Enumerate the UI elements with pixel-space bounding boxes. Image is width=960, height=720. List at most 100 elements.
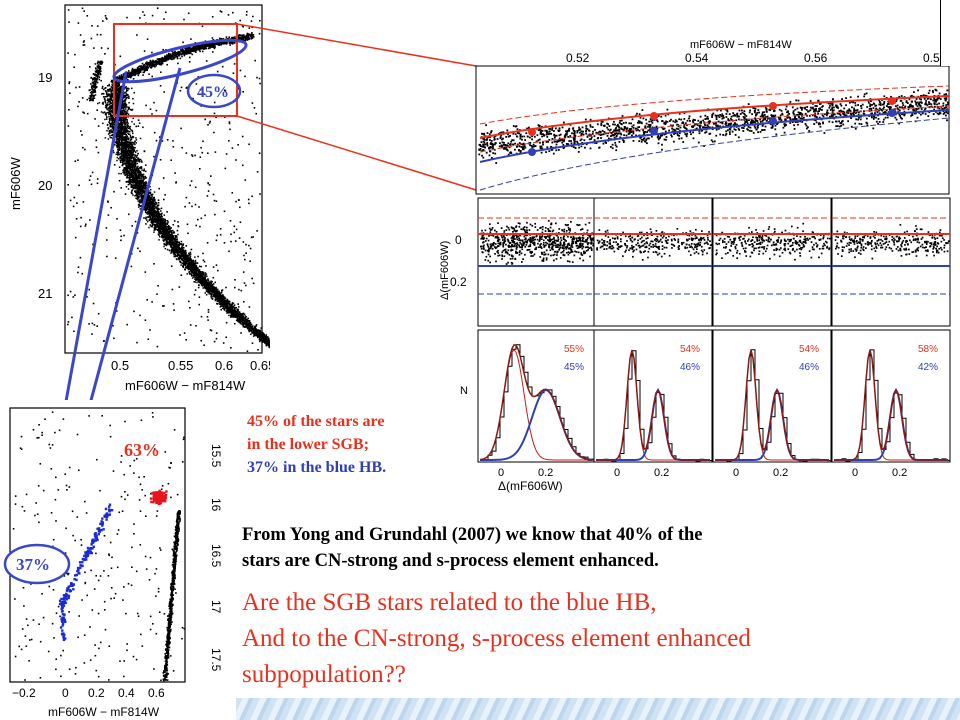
star-point xyxy=(231,192,234,194)
star-point xyxy=(215,332,218,334)
star-point xyxy=(209,281,211,283)
star-point xyxy=(190,270,192,273)
star-point xyxy=(93,324,96,326)
star-point xyxy=(128,70,130,72)
star-point xyxy=(123,162,126,165)
star-point xyxy=(217,42,220,44)
star-point xyxy=(105,227,108,229)
star-point xyxy=(171,288,174,291)
star-point xyxy=(197,268,199,270)
star-point xyxy=(162,177,165,179)
star-point xyxy=(137,69,139,71)
star-point xyxy=(75,86,77,89)
star-point xyxy=(136,162,139,165)
star-point xyxy=(193,264,195,266)
star-point xyxy=(210,293,212,295)
star-point xyxy=(228,250,230,253)
star-point xyxy=(173,309,175,311)
star-point xyxy=(130,252,133,255)
star-point xyxy=(230,347,232,349)
star-point xyxy=(162,305,164,307)
star-point xyxy=(227,303,230,305)
star-point xyxy=(161,140,164,142)
star-point xyxy=(239,19,241,22)
star-point xyxy=(224,167,227,170)
star-point xyxy=(172,224,174,226)
star-point xyxy=(220,39,222,41)
star-point xyxy=(262,337,264,340)
star-point xyxy=(92,302,95,305)
star-point xyxy=(120,78,122,81)
star-point xyxy=(121,85,124,88)
star-point xyxy=(204,44,206,46)
star-point xyxy=(131,189,134,191)
star-point xyxy=(74,294,76,296)
star-point xyxy=(187,264,189,266)
star-point xyxy=(148,73,150,75)
star-point xyxy=(183,332,186,334)
star-point xyxy=(96,25,99,27)
star-point xyxy=(239,206,241,209)
star-point xyxy=(216,290,219,293)
star-point xyxy=(154,63,156,66)
star-point xyxy=(166,139,169,141)
star-point xyxy=(114,134,116,137)
star-point xyxy=(106,255,108,258)
star-point xyxy=(113,164,116,166)
star-point xyxy=(160,210,162,212)
star-point xyxy=(212,266,215,268)
star-point xyxy=(159,85,162,87)
star-point xyxy=(241,321,244,324)
star-point xyxy=(183,53,186,56)
star-point xyxy=(255,324,258,326)
star-point xyxy=(71,316,73,319)
star-point xyxy=(129,72,132,75)
star-point xyxy=(213,283,215,285)
star-point xyxy=(247,198,250,201)
star-point xyxy=(137,125,140,127)
star-point xyxy=(96,33,99,36)
star-point xyxy=(209,47,211,49)
star-point xyxy=(228,307,231,309)
star-point xyxy=(195,83,198,85)
star-point xyxy=(101,87,103,90)
star-point xyxy=(188,261,190,264)
star-point xyxy=(200,283,203,285)
star-point xyxy=(186,223,189,226)
star-point xyxy=(185,260,187,262)
star-point xyxy=(181,248,183,250)
star-point xyxy=(186,86,188,89)
star-point xyxy=(189,255,192,257)
star-point xyxy=(90,183,93,186)
star-point xyxy=(204,274,206,276)
star-point xyxy=(206,275,208,278)
star-point xyxy=(158,62,160,65)
star-point xyxy=(91,171,94,174)
star-point xyxy=(263,334,266,337)
star-point xyxy=(262,336,265,338)
star-point xyxy=(67,294,69,297)
star-point xyxy=(155,63,158,65)
star-point xyxy=(242,164,244,167)
star-point xyxy=(88,288,90,291)
star-point xyxy=(107,133,110,135)
star-point xyxy=(252,328,254,331)
star-point xyxy=(151,225,153,228)
star-point xyxy=(200,271,202,273)
star-point xyxy=(241,25,244,27)
star-point xyxy=(217,44,220,46)
star-point xyxy=(170,231,173,233)
star-point xyxy=(199,50,201,53)
star-point xyxy=(153,61,155,63)
star-point xyxy=(209,120,211,123)
star-point xyxy=(176,258,178,261)
star-point xyxy=(238,288,240,291)
star-point xyxy=(139,70,141,73)
star-point xyxy=(269,340,270,342)
star-point xyxy=(225,336,227,339)
star-point xyxy=(217,269,219,272)
star-point xyxy=(112,137,115,140)
star-point xyxy=(206,280,208,283)
star-point xyxy=(247,327,249,330)
star-point xyxy=(182,41,184,44)
